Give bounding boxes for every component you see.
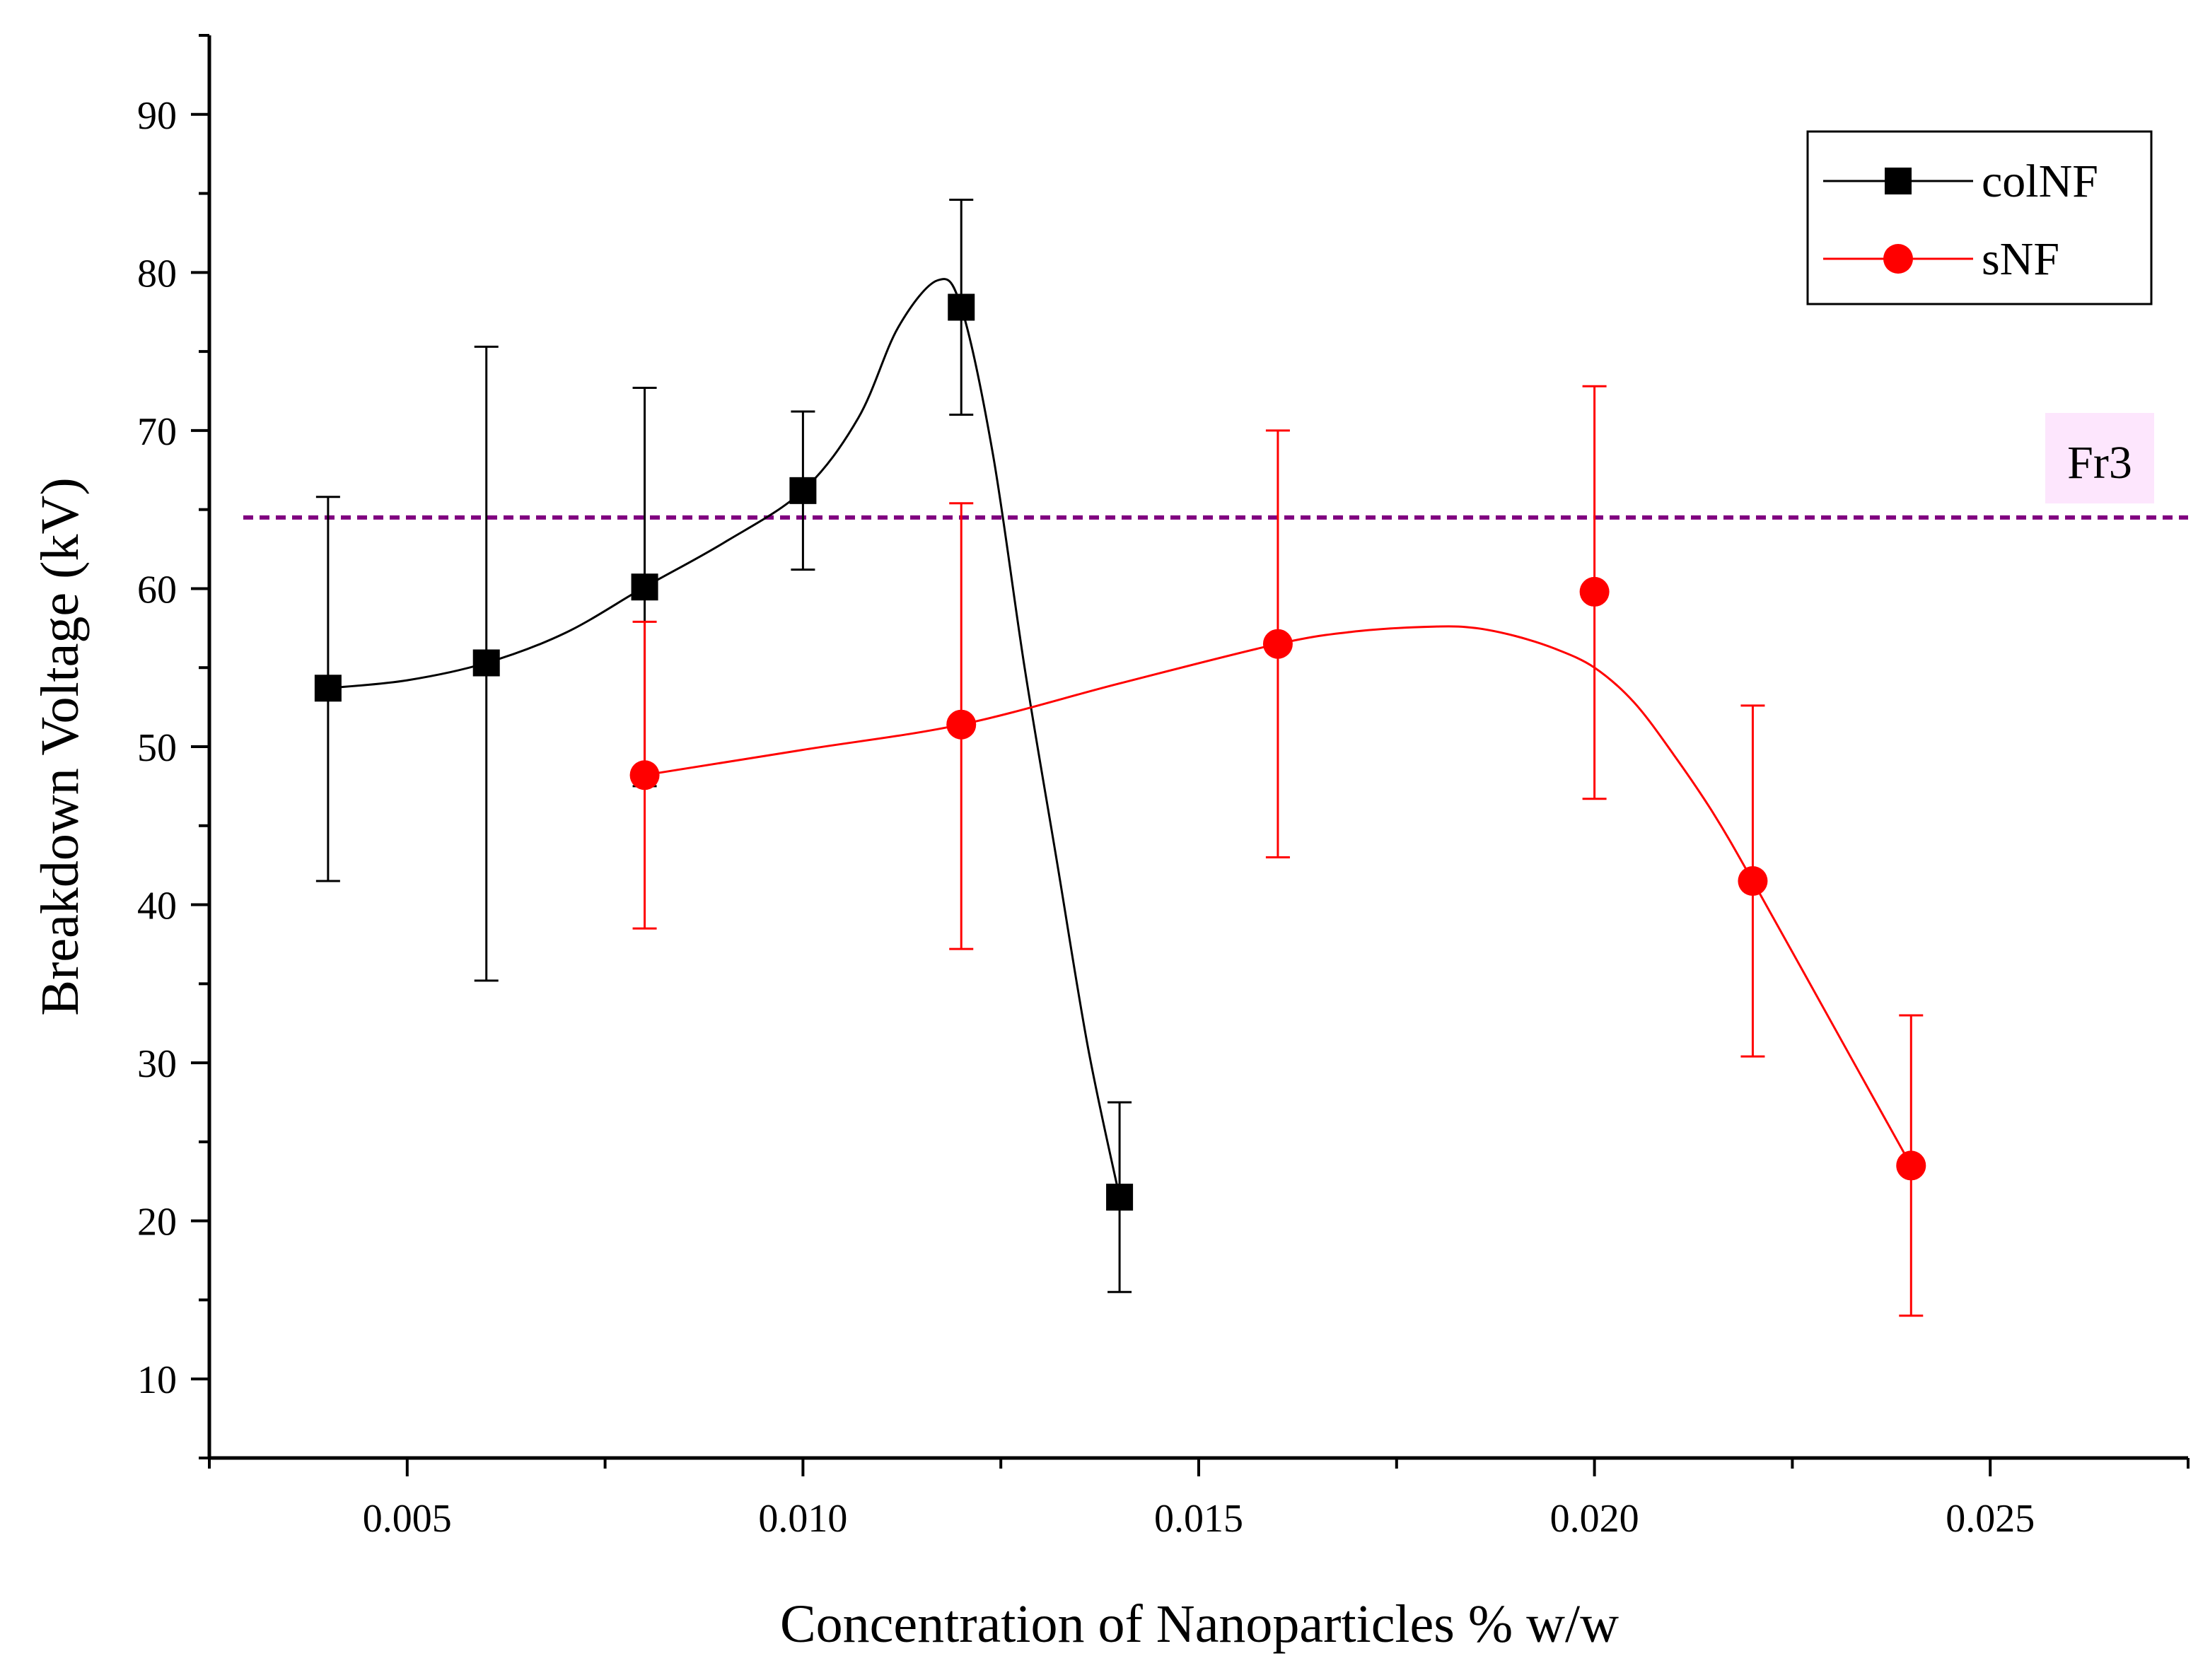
y-axis-ticks: 10 20 30 40 50 60 70 80 90	[137, 34, 209, 1459]
legend-label: colNF	[1982, 156, 2098, 207]
colNF-series	[314, 198, 1134, 1293]
legend-label: sNF	[1982, 233, 2059, 285]
legend-marker	[1885, 168, 1912, 194]
legend-box	[1806, 130, 2153, 305]
axes: 0.005 0.010 0.015 0.020 0.025 10 20 30 40 50 60 70…	[137, 34, 2190, 1541]
colNF-point	[1106, 1184, 1134, 1211]
legend: colNF sNF	[1806, 130, 2153, 305]
x-tick-label: 0.020	[1550, 1497, 1639, 1541]
colNF-line	[327, 278, 1121, 1198]
fr3-label-background	[2045, 413, 2154, 503]
x-tick-label: 0.005	[363, 1497, 452, 1541]
y-tick-label: 50	[137, 726, 177, 770]
colNF-point	[314, 675, 342, 702]
sNF-point	[1262, 629, 1293, 659]
sNF-series	[629, 385, 1926, 1317]
sNF-point	[1896, 1150, 1926, 1181]
sNF-point	[946, 709, 977, 740]
y-tick-label: 10	[137, 1358, 177, 1402]
legend-marker	[1883, 244, 1913, 274]
colNF-point	[472, 649, 500, 677]
y-tick-label: 90	[137, 94, 177, 138]
colNF-point	[631, 573, 658, 601]
y-axis-title: Breakdown Voltage (kV)	[30, 477, 90, 1015]
legend-entry-colNF: colNF	[1823, 156, 2098, 207]
y-tick-label: 80	[137, 252, 177, 296]
y-tick-label: 40	[137, 885, 177, 928]
x-tick-label: 0.015	[1154, 1497, 1243, 1541]
y-tick-label: 30	[137, 1042, 177, 1086]
series-layer	[314, 198, 1926, 1317]
x-axis-ticks: 0.005 0.010 0.015 0.020 0.025	[208, 1458, 2190, 1541]
y-tick-label: 70	[137, 410, 177, 454]
reference-layer: Fr3	[243, 413, 2188, 520]
x-tick-label: 0.010	[758, 1497, 847, 1541]
y-tick-label: 20	[137, 1201, 177, 1244]
colNF-point	[948, 293, 975, 321]
fr3-label: Fr3	[2067, 437, 2132, 489]
sNF-point	[629, 760, 660, 791]
colNF-point	[789, 477, 817, 504]
y-tick-label: 60	[137, 568, 177, 612]
sNF-point	[1579, 576, 1610, 607]
x-tick-label: 0.025	[1946, 1497, 2035, 1541]
x-axis-title: Concentration of Nanoparticles % w/w	[780, 1594, 1619, 1654]
legend-entry-sNF: sNF	[1823, 233, 2059, 285]
sNF-point	[1738, 866, 1768, 897]
